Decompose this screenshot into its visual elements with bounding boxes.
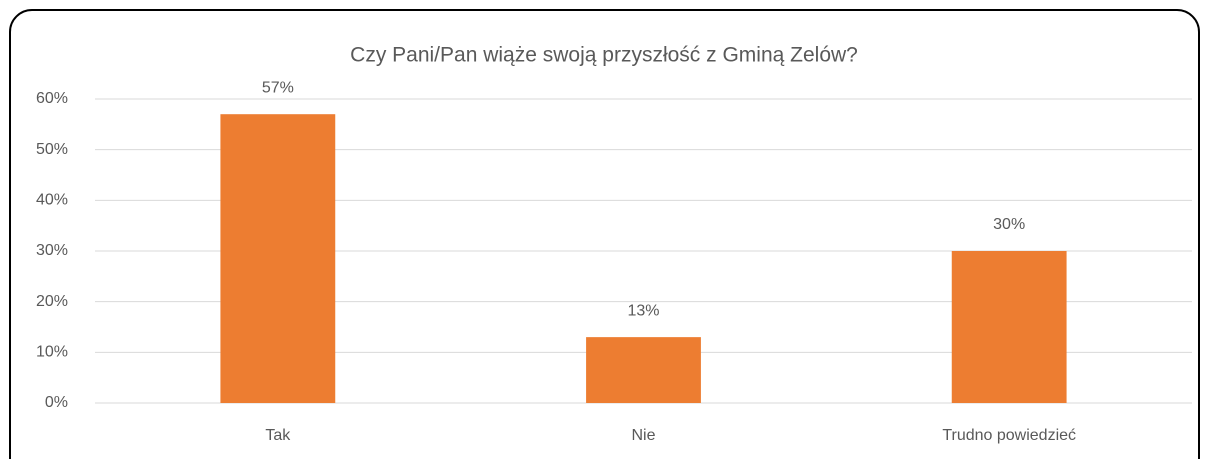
data-label: 30% [993,216,1025,233]
chart-title: Czy Pani/Pan wiąże swoją przyszłość z Gm… [350,44,858,67]
y-tick-label: 0% [45,394,68,411]
y-tick-label: 20% [36,293,68,310]
x-tick-label: Nie [631,427,655,444]
y-tick-label: 30% [36,242,68,259]
bar [220,114,336,403]
x-tick-label: Trudno powiedzieć [942,427,1076,444]
y-tick-label: 60% [36,90,68,107]
y-tick-label: 10% [36,344,68,361]
y-tick-label: 50% [36,141,68,158]
bar [951,251,1067,403]
y-tick-label: 40% [36,192,68,209]
data-label: 57% [262,79,294,96]
bar [586,337,701,403]
data-label: 13% [627,302,659,319]
x-tick-label: Tak [265,427,291,444]
